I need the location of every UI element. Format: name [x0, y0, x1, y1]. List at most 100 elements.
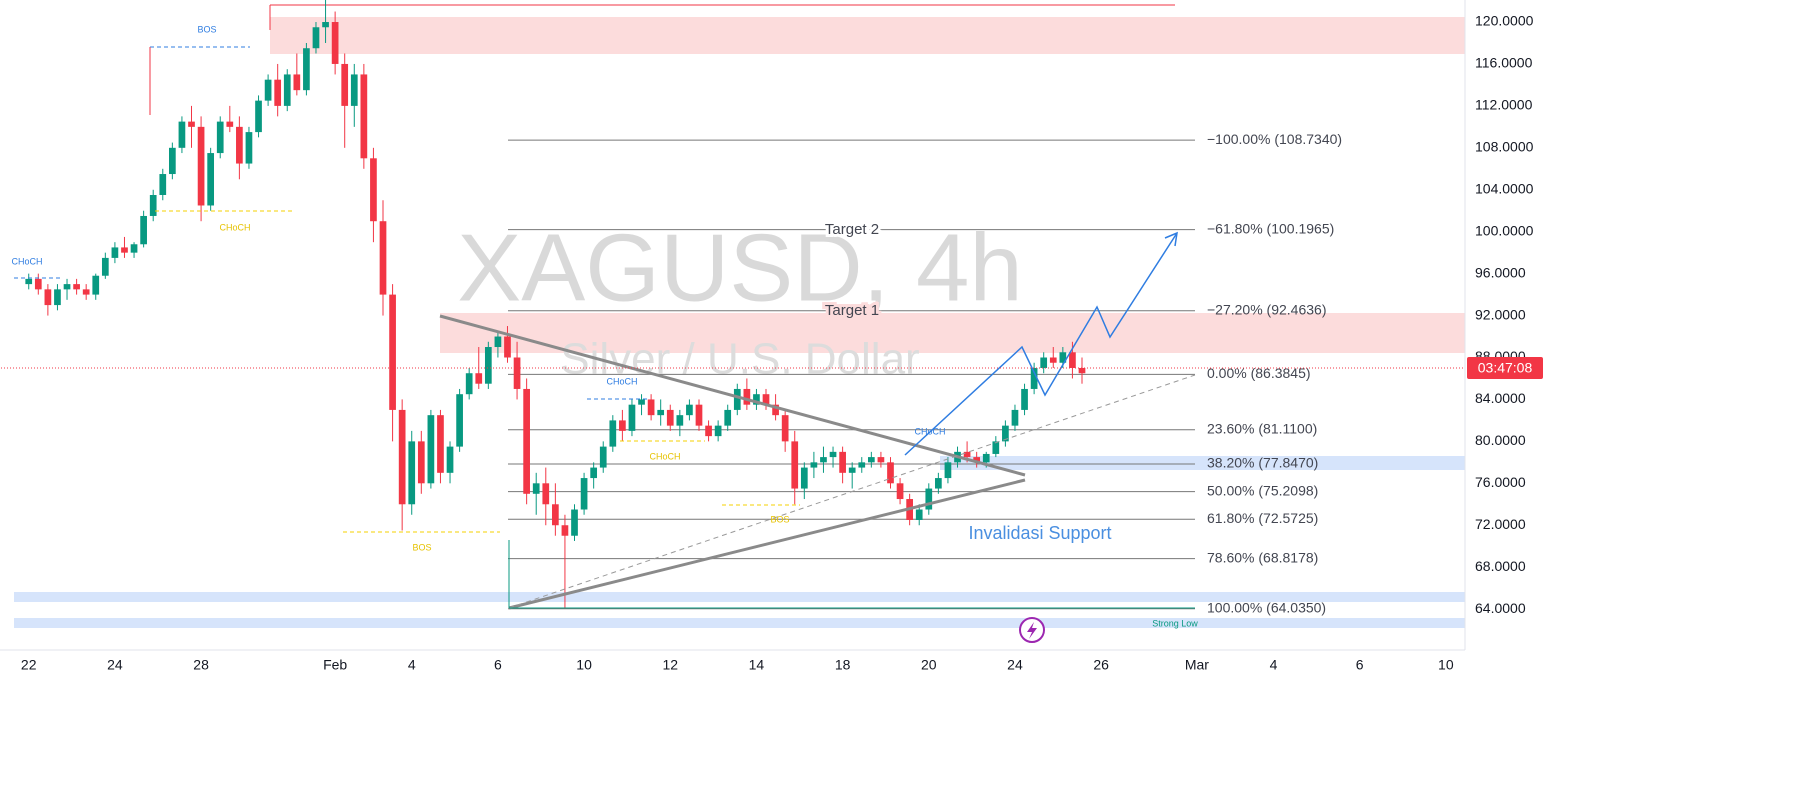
- label-bos: BOS: [197, 24, 216, 34]
- candle-body: [465, 373, 473, 395]
- candle-body: [494, 336, 502, 348]
- fib-label: 50.00% (75.2098): [1207, 482, 1318, 498]
- x-tick-label: 4: [408, 657, 416, 673]
- candle-body: [743, 388, 751, 405]
- x-tick-label: Mar: [1185, 657, 1209, 673]
- fibonacci: −100.00% (108.7340) −61.80% (100.1965) −27…: [508, 131, 1342, 615]
- candle-body: [216, 121, 224, 154]
- triangle-lower: [508, 478, 1026, 610]
- fib-label: −100.00% (108.7340): [1207, 131, 1342, 147]
- candle-body: [456, 394, 463, 447]
- fib-label: 78.60% (68.8178): [1207, 549, 1318, 565]
- candle-body: [341, 63, 349, 106]
- candle-body: [523, 388, 530, 494]
- label-target: Target 2: [825, 221, 879, 238]
- candle-body: [322, 22, 329, 28]
- candle-body: [73, 284, 80, 290]
- candle-body: [915, 509, 923, 520]
- candle-body: [1021, 388, 1028, 410]
- candle-body: [370, 158, 377, 222]
- y-tick-label: 112.0000: [1475, 97, 1533, 113]
- candle-body: [848, 467, 856, 473]
- candle-body: [1078, 367, 1086, 374]
- candle-body: [121, 247, 128, 253]
- fib-label: 38.20% (77.8470): [1207, 455, 1318, 471]
- candle-body: [513, 357, 521, 389]
- candle-body: [609, 420, 617, 447]
- y-tick-label: 68.0000: [1475, 558, 1526, 574]
- candle-body: [552, 504, 559, 526]
- candle-body: [427, 415, 435, 484]
- candle-body: [437, 415, 444, 473]
- candle-body: [417, 441, 425, 484]
- watermark-subtitle: Silver / U.S. Dollar: [560, 335, 919, 384]
- candle-body: [63, 284, 71, 290]
- candle-body: [867, 457, 875, 463]
- candle-body: [580, 478, 588, 510]
- y-tick-label: 108.0000: [1475, 139, 1534, 155]
- x-tick-label: Feb: [323, 657, 347, 673]
- y-tick-label: 120.0000: [1475, 13, 1534, 29]
- watermark-title: XAGUSD, 4h: [457, 214, 1023, 321]
- candle-body: [638, 399, 645, 405]
- demand-zone: [14, 618, 1465, 628]
- candle-body: [733, 388, 741, 410]
- candle-body: [140, 215, 147, 245]
- candle-body: [293, 74, 301, 91]
- candle-body: [331, 22, 339, 64]
- y-tick-label: 64.0000: [1475, 600, 1526, 616]
- candle-body: [829, 451, 837, 458]
- candle-body: [1069, 352, 1076, 368]
- candle-body: [245, 132, 253, 164]
- candle-body: [944, 462, 952, 479]
- x-tick-label: 18: [835, 657, 851, 673]
- candle-body: [236, 126, 243, 164]
- candle-body: [274, 79, 282, 106]
- candle-body: [887, 462, 894, 484]
- x-tick-label: 10: [576, 657, 592, 673]
- candle-body: [925, 488, 933, 510]
- candle-body: [973, 457, 981, 463]
- x-tick-label: 24: [107, 657, 123, 673]
- label-choch: CHoCH: [914, 426, 945, 436]
- candle-body: [800, 467, 808, 489]
- candle-body: [599, 446, 607, 468]
- fib-label: 0.00% (86.3845): [1207, 365, 1311, 381]
- candle-body: [820, 457, 827, 463]
- candle-body: [714, 425, 722, 437]
- x-tick-label: 10: [1438, 657, 1454, 673]
- projection-arrow: [1164, 231, 1178, 247]
- trend-dashed: [508, 374, 1196, 609]
- y-tick-label: 92.0000: [1475, 306, 1526, 322]
- x-tick-label: 22: [21, 657, 37, 673]
- candle-body: [686, 404, 693, 416]
- candle-body: [312, 27, 320, 49]
- candle-body: [446, 446, 454, 473]
- label-choch: CHoCH: [11, 256, 42, 266]
- fib-label: 23.60% (81.1100): [1207, 420, 1317, 436]
- candle-body: [676, 415, 684, 426]
- label-choch: CHoCH: [649, 451, 680, 461]
- candle-body: [197, 126, 205, 206]
- candle-body: [159, 174, 167, 195]
- candle-body: [379, 221, 387, 295]
- candle-body: [360, 74, 368, 159]
- candle-body: [178, 121, 186, 148]
- candle-body: [504, 336, 511, 358]
- candle-body: [724, 409, 732, 426]
- y-tick-label: 72.0000: [1475, 516, 1526, 532]
- candle-body: [111, 247, 119, 258]
- y-tick-label: 116.0000: [1475, 55, 1533, 71]
- candle-body: [628, 404, 636, 431]
- zones: [14, 4, 1465, 628]
- y-tick-label: 96.0000: [1475, 264, 1526, 280]
- candle-body: [896, 483, 904, 500]
- drawings: [1, 46, 1465, 610]
- candle-body: [992, 441, 1000, 454]
- countdown: 03:47:08: [1478, 360, 1533, 376]
- candle-body: [772, 404, 779, 416]
- candle-body: [350, 74, 358, 106]
- candle-body: [657, 409, 665, 416]
- candle-body: [25, 278, 33, 285]
- annotations: BOS CHoCH CHoCH BOS CHoCH CHoCH BOS CHoC…: [11, 24, 1198, 643]
